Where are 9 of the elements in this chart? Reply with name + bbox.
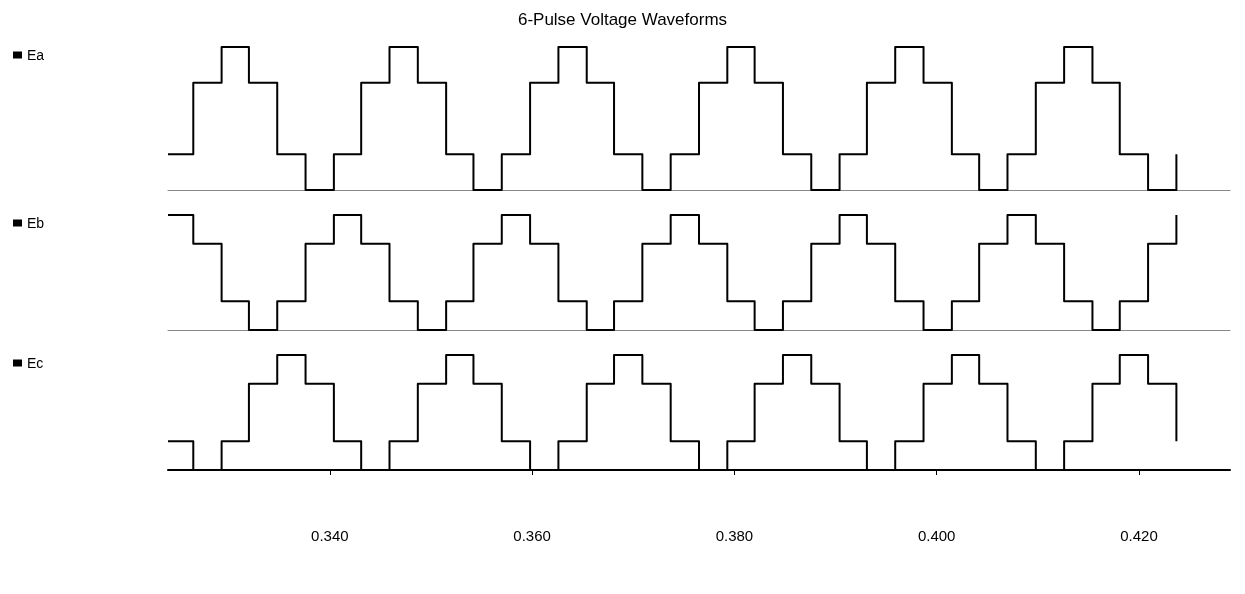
- legend-label: Ea: [27, 47, 45, 63]
- x-tick-label: 0.360: [513, 527, 551, 544]
- x-tick-label: 0.380: [715, 527, 754, 544]
- x-tick-label: 0.400: [917, 527, 956, 544]
- x-tick-label: 0.420: [1120, 527, 1158, 544]
- legend-label: Ec: [27, 355, 44, 371]
- x-tick-label: 0.340: [311, 527, 349, 544]
- chart-title: 6-Pulse Voltage Waveforms: [517, 10, 728, 29]
- legend-label: Eb: [27, 215, 45, 231]
